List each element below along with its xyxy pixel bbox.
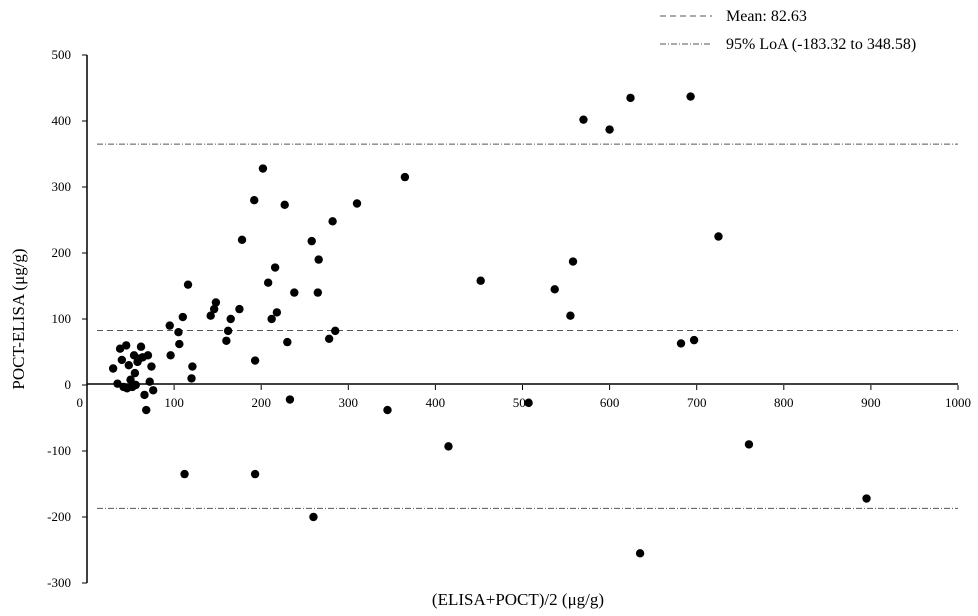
data-point [280,200,289,210]
x-tick-label: 300 [339,395,359,410]
x-tick-label: 800 [774,395,794,410]
data-point [166,351,175,360]
x-tick-label: 400 [426,395,446,410]
y-tick-label: 500 [52,47,72,62]
data-point [222,336,231,345]
data-point [862,494,871,503]
x-tick-label: 0 [77,395,84,410]
data-point [635,549,645,558]
data-point [270,263,280,272]
y-tick-label: 300 [52,179,72,194]
data-point [258,164,268,173]
data-point [676,339,686,348]
y-tick-label: 400 [52,113,72,128]
data-point [126,375,135,384]
data-point [324,334,334,343]
y-tick-label: -200 [47,509,71,524]
data-point [263,278,273,287]
data-point [211,298,221,307]
data-point [136,342,146,351]
x-tick-label: 100 [164,395,184,410]
data-point [117,355,127,365]
data-point [180,469,189,479]
data-point [250,196,259,205]
data-point [188,362,197,371]
data-point [566,311,575,320]
data-point [444,442,453,451]
data-point [209,304,219,314]
y-tick-label: 100 [52,311,72,326]
data-point [524,398,533,408]
data-point [178,312,188,322]
data-point [121,341,131,350]
data-point [579,115,588,124]
data-point [206,311,215,320]
y-axis-title: POCT-ELISA (μg/g) [9,248,28,389]
y-tick-label: -100 [47,443,71,458]
data-point [131,380,140,390]
data-point [235,304,244,314]
x-tick-label: 700 [687,395,707,410]
reference-lines [97,143,958,509]
data-point [147,362,156,371]
legend-loa-label: 95% LoA (-183.32 to 348.58) [726,36,916,53]
data-point [130,368,140,378]
data-point [174,328,183,337]
data-point [686,92,695,101]
data-point [568,257,578,266]
data-point [272,308,282,317]
data-point [605,125,614,134]
data-point [237,235,247,244]
data-point [183,280,193,289]
data-point [187,374,196,383]
data-point [331,326,340,336]
data-point [165,321,174,330]
data-point [250,469,260,479]
data-point [143,351,153,360]
data-point [400,172,410,182]
data-point [226,314,235,324]
x-tick-label: 1000 [945,395,971,410]
data-point [313,288,323,297]
x-tick-label: 900 [861,395,881,410]
data-point [626,93,635,103]
data-point [290,288,299,297]
data-point [309,512,318,522]
legend-mean-label: Mean: 82.63 [726,8,807,25]
y-tick-label: 200 [52,245,72,260]
axes [86,55,958,583]
x-tick-label: 600 [600,395,620,410]
y-tick-label: -300 [47,575,71,590]
data-point [145,377,154,386]
data-point [148,386,158,395]
data-point [307,236,316,246]
x-axis-title: (ELISA+POCT)/2 (μg/g) [432,590,604,609]
data-point [383,405,392,415]
data-point [744,440,754,449]
data-point [328,217,337,226]
data-point [267,314,276,324]
data-point [124,361,134,370]
data-point [285,395,295,404]
data-point [250,356,260,365]
legend: Mean: 82.63 95% LoA (-183.32 to 348.58) [660,8,916,53]
y-tick-label: 0 [65,377,72,392]
y-tick-labels: 500 400 300 200 100 0 -100 -200 -300 [47,47,87,590]
data-point [283,337,292,347]
data-point [714,232,723,241]
data-point [142,405,151,415]
data-point [352,199,362,208]
data-point [689,335,699,345]
data-point [175,339,184,349]
data-point [223,326,233,336]
data-point [108,364,118,373]
data-point [550,285,559,294]
data-points [108,92,871,558]
x-tick-label: 200 [251,395,271,410]
data-point [314,255,323,264]
data-point [140,390,149,400]
data-point [476,276,485,285]
x-tick-labels: 0 100 200 300 400 500 600 700 800 900 1000 [77,385,971,410]
